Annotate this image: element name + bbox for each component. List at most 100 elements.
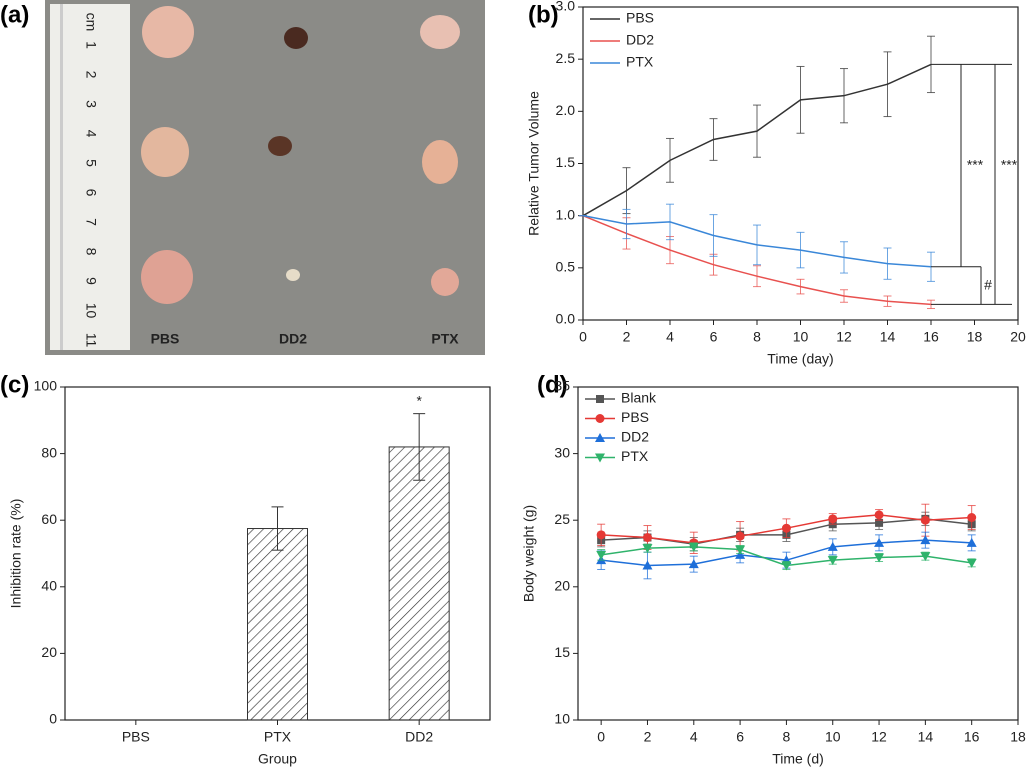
x-tick-label: 16 xyxy=(964,729,980,745)
ruler-number: 4 xyxy=(83,130,99,138)
marker xyxy=(920,552,931,562)
legend-label: DD2 xyxy=(626,32,654,48)
tumor xyxy=(142,6,194,58)
series-line xyxy=(582,63,932,217)
marker xyxy=(735,545,746,555)
y-tick-label: 1.0 xyxy=(556,206,576,222)
legend-label: PBS xyxy=(626,10,654,26)
annotation: * xyxy=(416,392,422,408)
y-tick-label: 35 xyxy=(554,378,570,394)
annotation: *** xyxy=(1001,156,1018,172)
y-tick-label: 2.0 xyxy=(556,102,576,118)
y-tick-label: 80 xyxy=(41,444,57,460)
group-label: DD2 xyxy=(279,331,307,347)
y-tick-label: 10 xyxy=(554,711,570,727)
x-tick-label: 18 xyxy=(1010,729,1026,745)
x-tick-label: 0 xyxy=(597,729,605,745)
y-tick-label: 15 xyxy=(554,644,570,660)
x-tick-label: 12 xyxy=(871,729,887,745)
marker xyxy=(596,530,606,540)
x-tick-label: 6 xyxy=(710,329,718,345)
marker xyxy=(595,433,605,442)
tumor xyxy=(268,136,292,156)
y-tick-label: 0.0 xyxy=(556,311,576,327)
marker xyxy=(827,556,838,566)
x-axis-label: Time (d) xyxy=(772,751,824,767)
marker xyxy=(828,514,838,524)
x-tick-label: 2 xyxy=(623,329,631,345)
ruler-number: 2 xyxy=(83,71,99,79)
y-tick-label: 0 xyxy=(49,711,57,727)
tumor xyxy=(422,140,458,184)
annotation: *** xyxy=(967,156,984,172)
ruler-number: 6 xyxy=(83,189,99,197)
y-tick-label: 30 xyxy=(554,444,570,460)
tumor xyxy=(431,268,459,296)
marker xyxy=(920,535,931,545)
legend-label: PTX xyxy=(621,448,649,464)
x-tick-label: 18 xyxy=(967,329,983,345)
legend-label: PTX xyxy=(626,54,654,70)
marker xyxy=(642,560,653,570)
x-tick-label: 10 xyxy=(793,329,809,345)
marker xyxy=(781,561,792,571)
photo-panel: (a) cm 1 2 3 4 5 6 7 8 9 10 11 PBS DD2 PTX xyxy=(0,0,485,355)
x-axis-label: Time (day) xyxy=(767,351,833,367)
ruler-edge xyxy=(60,4,63,350)
y-tick-label: 20 xyxy=(554,578,570,594)
y-tick-label: 1.5 xyxy=(556,154,576,170)
bar xyxy=(247,528,308,721)
annotation: # xyxy=(984,276,992,292)
legend-label: PBS xyxy=(621,409,649,425)
panel-label: (c) xyxy=(0,371,29,398)
marker xyxy=(642,544,653,554)
marker xyxy=(874,510,884,520)
tumor xyxy=(286,269,300,281)
ruler-number: 3 xyxy=(83,100,99,108)
x-tick-label: PTX xyxy=(264,729,292,745)
x-tick-label: DD2 xyxy=(405,729,433,745)
y-tick-label: 60 xyxy=(41,511,57,527)
marker xyxy=(596,550,607,560)
marker xyxy=(688,542,699,552)
marker xyxy=(967,513,977,523)
marker xyxy=(875,518,884,527)
x-tick-label: 14 xyxy=(918,729,934,745)
tumor xyxy=(420,15,460,49)
marker xyxy=(966,558,977,568)
chart: (d) 10 15 20 25 30 35 Body weight (g) Time (d) 0 2… xyxy=(521,371,1026,766)
marker xyxy=(874,553,885,563)
marker xyxy=(642,533,652,543)
plot-frame xyxy=(577,386,1019,721)
panel-label: (d) xyxy=(537,371,568,398)
ruler-number: 1 xyxy=(83,41,99,49)
x-tick-label: 6 xyxy=(736,729,744,745)
y-tick-label: 2.5 xyxy=(556,50,576,66)
marker xyxy=(596,395,604,403)
ruler-number: 8 xyxy=(83,248,99,256)
x-tick-label: 12 xyxy=(836,329,852,345)
group-label: PTX xyxy=(431,331,459,347)
ruler-unit: cm xyxy=(83,13,99,32)
ruler-number: 11 xyxy=(83,333,99,348)
y-axis-label: Inhibition rate (%) xyxy=(8,499,24,609)
x-tick-label: 10 xyxy=(825,729,841,745)
series-line xyxy=(582,214,932,268)
marker xyxy=(595,414,605,423)
chart: (b) 0.0 0.5 1.0 1.5 2.0 2.5 3.0 Relative Tumor V… xyxy=(526,0,1026,367)
ruler-number: 5 xyxy=(83,159,99,167)
x-tick-label: 4 xyxy=(666,329,674,345)
ruler-number: 7 xyxy=(83,218,99,226)
legend-label: DD2 xyxy=(621,429,649,445)
y-tick-label: 25 xyxy=(554,511,570,527)
marker xyxy=(920,515,930,525)
y-tick-label: 3.0 xyxy=(556,0,576,14)
x-tick-label: 2 xyxy=(644,729,652,745)
y-tick-label: 40 xyxy=(41,578,57,594)
marker xyxy=(781,523,791,533)
tumor xyxy=(141,250,193,304)
ruler xyxy=(50,4,130,350)
marker xyxy=(874,537,885,547)
y-tick-label: 20 xyxy=(41,644,57,660)
bar xyxy=(388,446,450,721)
